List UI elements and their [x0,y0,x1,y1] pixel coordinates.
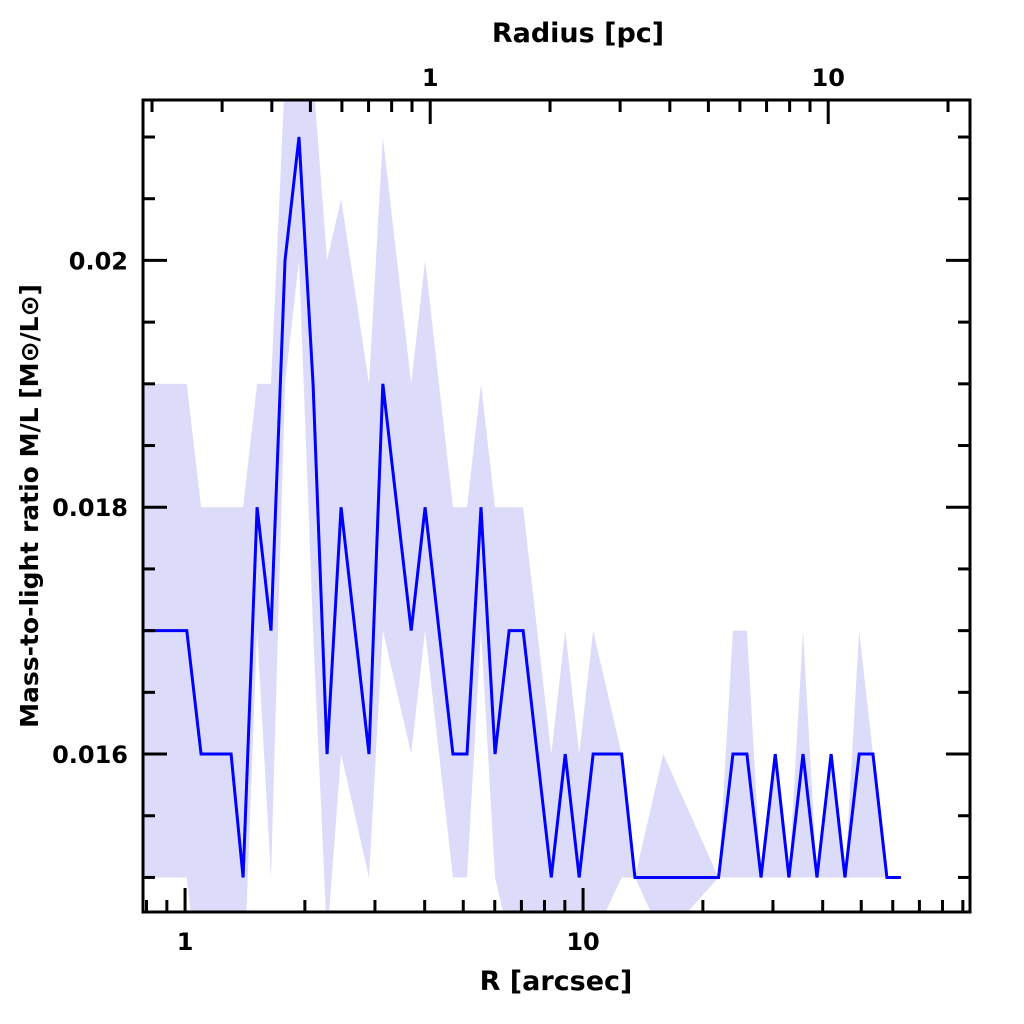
y-axis-label: Mass-to-light ratio M/L [M⊙/L⊙] [15,284,44,728]
x-tick-label: 1 [177,928,194,956]
series-line [143,136,901,879]
top-x-tick-label: 10 [812,64,845,92]
error-band [143,100,901,912]
x-tick-label: 10 [566,928,599,956]
top-x-axis-label: Radius [pc] [492,18,664,49]
y-tick-label: 0.016 [52,741,128,769]
top-x-tick-label: 1 [422,64,439,92]
y-tick-label: 0.02 [69,247,128,275]
x-axis-label: R [arcsec] [480,966,633,997]
y-tick-label: 0.018 [52,494,128,522]
